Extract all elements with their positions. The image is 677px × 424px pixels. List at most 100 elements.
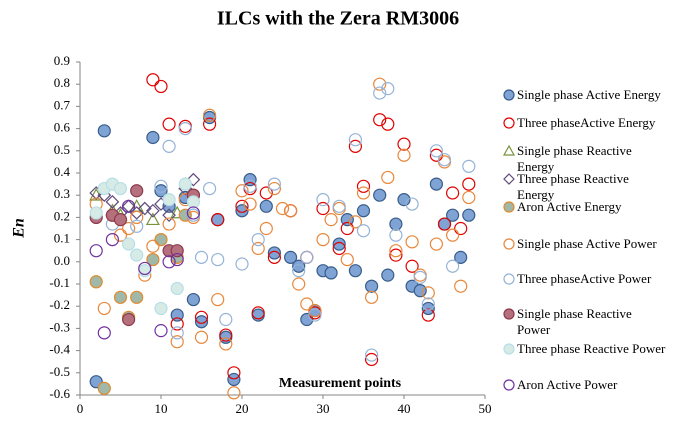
point <box>397 193 411 207</box>
point <box>162 255 176 269</box>
point <box>154 179 168 193</box>
legend-marker <box>503 201 515 213</box>
point <box>146 239 160 253</box>
y-tick-label: 0.6 <box>54 120 71 135</box>
point <box>300 297 314 311</box>
point <box>259 199 273 213</box>
point <box>340 252 354 267</box>
y-tick-label: 0.4 <box>54 164 71 179</box>
point <box>429 177 443 191</box>
point <box>389 217 403 231</box>
point <box>405 235 419 249</box>
point <box>267 177 281 191</box>
point <box>178 122 192 136</box>
legend-marker <box>503 308 515 320</box>
point <box>454 221 468 236</box>
legend-label: Single phase Active Power <box>517 236 657 251</box>
point <box>251 306 265 320</box>
x-tick-label: 30 <box>317 401 330 416</box>
point <box>211 252 225 267</box>
point <box>454 279 468 293</box>
point <box>389 228 403 242</box>
point <box>429 144 443 158</box>
legend-marker <box>503 173 515 185</box>
point <box>97 124 111 138</box>
legend-marker <box>503 89 515 101</box>
point <box>284 250 298 264</box>
point <box>373 113 387 127</box>
point <box>203 108 217 122</box>
point <box>462 177 476 191</box>
point <box>259 186 273 200</box>
y-tick-label: 0.3 <box>54 186 70 201</box>
point <box>365 279 379 293</box>
point <box>154 79 168 94</box>
point <box>389 244 403 258</box>
point <box>454 250 468 264</box>
point <box>170 335 184 349</box>
point <box>462 208 476 222</box>
point <box>97 381 111 395</box>
point <box>300 250 314 264</box>
point <box>194 250 209 264</box>
legend-label: Three phaseActive Power <box>517 271 652 286</box>
point <box>389 248 403 262</box>
point <box>397 137 411 151</box>
point <box>316 201 330 216</box>
point <box>340 221 354 236</box>
point <box>97 326 111 340</box>
point <box>122 312 136 327</box>
point <box>178 177 192 191</box>
legend-label: Aron Active Energy <box>517 199 622 214</box>
legend-marker <box>503 343 515 355</box>
y-tick-label: -0.5 <box>49 364 70 379</box>
point <box>292 277 306 291</box>
point <box>130 219 144 233</box>
point <box>267 246 281 260</box>
point <box>203 117 217 131</box>
point <box>138 261 152 276</box>
legend-label: Three phaseActive Energy <box>517 115 656 130</box>
point <box>373 77 387 91</box>
point <box>381 82 395 96</box>
point <box>413 284 427 298</box>
y-tick-label: 0.5 <box>54 142 70 157</box>
point <box>267 250 281 264</box>
point <box>122 199 136 213</box>
point <box>373 86 387 100</box>
point <box>446 208 460 222</box>
point <box>186 292 200 307</box>
point <box>348 133 362 147</box>
point <box>186 195 200 209</box>
x-tick-label: 10 <box>155 401 168 416</box>
point <box>154 301 168 316</box>
y-tick-label: -0.2 <box>49 297 70 312</box>
point <box>251 233 265 247</box>
point <box>113 290 128 304</box>
point <box>162 139 176 153</box>
y-tick-label: 0.0 <box>54 253 70 268</box>
y-tick-label: 0.7 <box>54 97 71 112</box>
point <box>130 210 144 224</box>
point <box>203 181 217 196</box>
point <box>89 275 103 289</box>
point <box>130 184 144 198</box>
point <box>105 195 120 209</box>
point <box>292 259 306 273</box>
point <box>122 237 136 251</box>
point <box>267 181 281 196</box>
y-tick-label: 0.9 <box>54 53 70 68</box>
point <box>356 224 371 238</box>
point <box>437 217 452 231</box>
point <box>405 259 419 273</box>
point <box>113 228 128 242</box>
point <box>235 257 249 271</box>
point <box>227 366 241 380</box>
legend-label: Single phase Reactive Power <box>517 306 632 337</box>
legend-label: Aron Active Power <box>517 377 618 392</box>
point <box>413 270 427 284</box>
point <box>421 301 435 316</box>
point <box>462 159 476 173</box>
legend-marker <box>503 273 515 285</box>
